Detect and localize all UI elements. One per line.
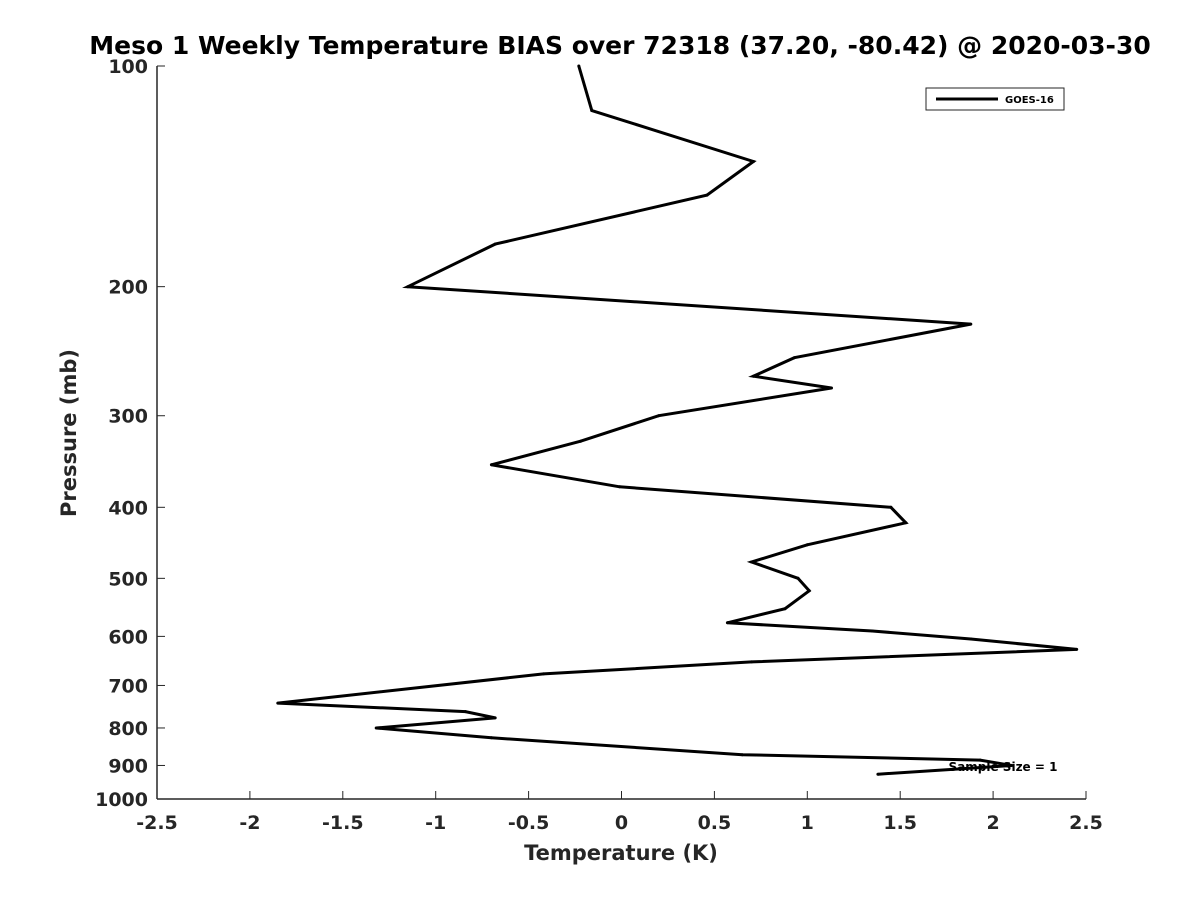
y-ticks: 100 200 300 400 500 600 700 800 900 1000 — [95, 56, 165, 811]
x-tick-label: 1 — [801, 812, 814, 834]
data-point — [870, 629, 874, 633]
y-tick-label: 900 — [108, 755, 148, 777]
x-tick-label: 1.5 — [883, 812, 917, 834]
data-point — [751, 160, 755, 163]
legend: GOES-16 — [925, 87, 1065, 111]
data-point — [830, 386, 833, 390]
x-tick-label: -2.5 — [136, 812, 178, 834]
data-point — [618, 485, 622, 489]
y-tick-label: 100 — [108, 56, 148, 78]
x-axis-label: Temperature (K) — [524, 841, 718, 865]
data-point — [1010, 764, 1014, 767]
data-point — [792, 356, 796, 360]
data-point — [463, 710, 467, 714]
data-point — [406, 285, 410, 289]
data-point — [807, 589, 811, 593]
data-point — [705, 193, 709, 197]
legend-entry-goes-16: GOES-16 — [1005, 95, 1054, 106]
x-ticks: -2.5 -2 -1.5 -1 -0.5 0 0.5 1 1.5 2 2.5 — [136, 791, 1103, 834]
data-point — [577, 64, 581, 68]
data-point — [969, 322, 973, 326]
data-point — [904, 521, 908, 525]
series-line-goes-16 — [277, 65, 1077, 776]
x-tick-label: 0.5 — [698, 812, 732, 834]
data-point — [493, 716, 497, 720]
y-axis-label: Pressure (mb) — [57, 349, 81, 517]
data-point — [750, 560, 754, 564]
data-point — [493, 242, 497, 246]
x-tick-label: -2 — [239, 812, 260, 834]
data-point — [969, 637, 973, 641]
data-point — [657, 414, 661, 418]
y-tick-label: 800 — [108, 718, 148, 740]
data-point — [1075, 647, 1079, 651]
data-point — [876, 772, 880, 776]
y-tick-label: 200 — [108, 277, 148, 299]
y-tick-label: 1000 — [95, 789, 148, 811]
data-point — [725, 621, 729, 625]
x-tick-label: -0.5 — [508, 812, 550, 834]
data-point — [579, 439, 583, 443]
data-point — [783, 607, 787, 611]
y-tick-label: 700 — [108, 675, 148, 697]
data-point — [542, 672, 545, 676]
y-tick-label: 600 — [108, 626, 148, 648]
data-point — [276, 701, 280, 705]
x-tick-label: 2 — [986, 812, 999, 834]
plot-area: -2.5 -2 -1.5 -1 -0.5 0 0.5 1 1.5 2 2.5 100 200 300 40… — [95, 56, 1103, 834]
data-point — [750, 660, 754, 664]
y-tick-label: 300 — [108, 406, 148, 428]
x-tick-label: -1 — [425, 812, 446, 834]
data-point — [374, 726, 378, 730]
data-point — [796, 576, 800, 580]
data-point — [489, 736, 493, 740]
data-point — [805, 543, 809, 547]
data-point — [590, 109, 594, 112]
data-point — [978, 758, 982, 762]
sample-size-annotation: Sample Size = 1 — [949, 760, 1058, 774]
data-point — [889, 505, 893, 509]
chart-title: Meso 1 Weekly Temperature BIAS over 7231… — [89, 31, 1150, 60]
data-point — [751, 374, 755, 378]
series-group — [276, 64, 1079, 776]
data-point — [740, 753, 744, 757]
y-tick-label: 400 — [108, 497, 148, 519]
y-tick-label: 500 — [108, 568, 148, 590]
x-tick-label: 0 — [615, 812, 628, 834]
x-tick-label: -1.5 — [322, 812, 364, 834]
data-point — [489, 463, 493, 467]
x-tick-label: 2.5 — [1069, 812, 1103, 834]
